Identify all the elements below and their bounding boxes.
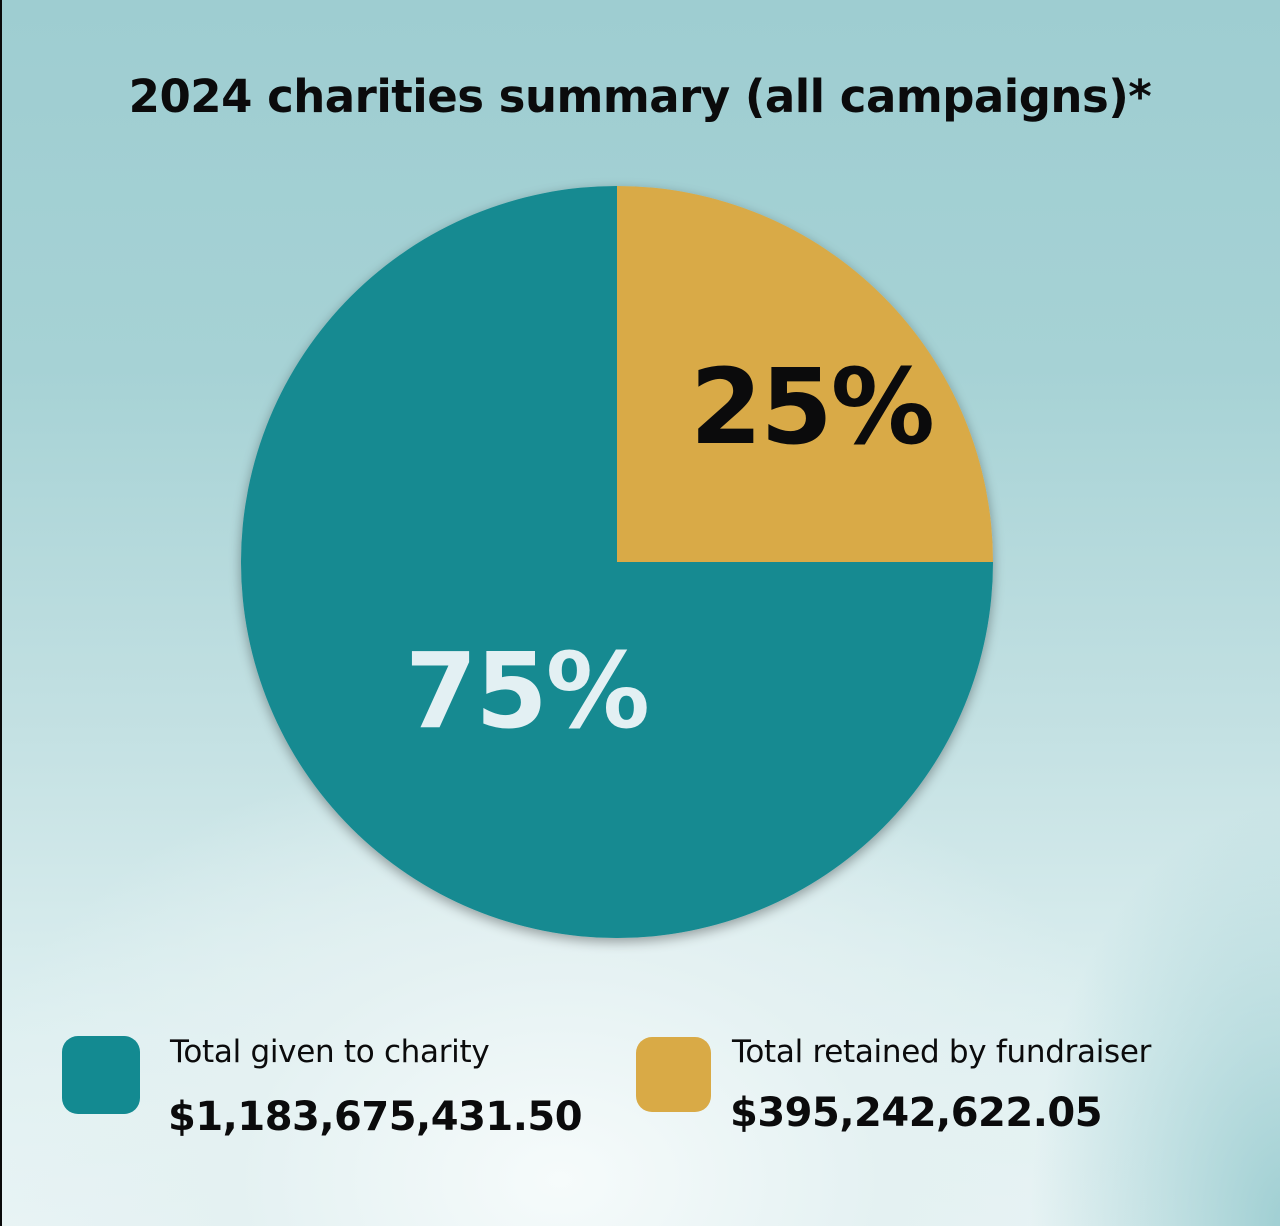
legend-label-fundraiser: Total retained by fundraiser <box>732 1034 1152 1070</box>
legend-swatch-charity <box>62 1036 140 1114</box>
legend-value-charity: $1,183,675,431.50 <box>168 1094 583 1140</box>
legend-value-fundraiser: $395,242,622.05 <box>730 1090 1103 1136</box>
chart-title: 2024 charities summary (all campaigns)* <box>128 70 1152 123</box>
left-border <box>0 0 2 1226</box>
slice-label-fundraiser: 25% <box>690 346 935 468</box>
slice-label-charity: 75% <box>405 630 650 752</box>
legend-swatch-fundraiser <box>636 1037 711 1112</box>
legend-label-charity: Total given to charity <box>170 1034 490 1070</box>
pie-slice-fundraiser <box>617 186 993 562</box>
